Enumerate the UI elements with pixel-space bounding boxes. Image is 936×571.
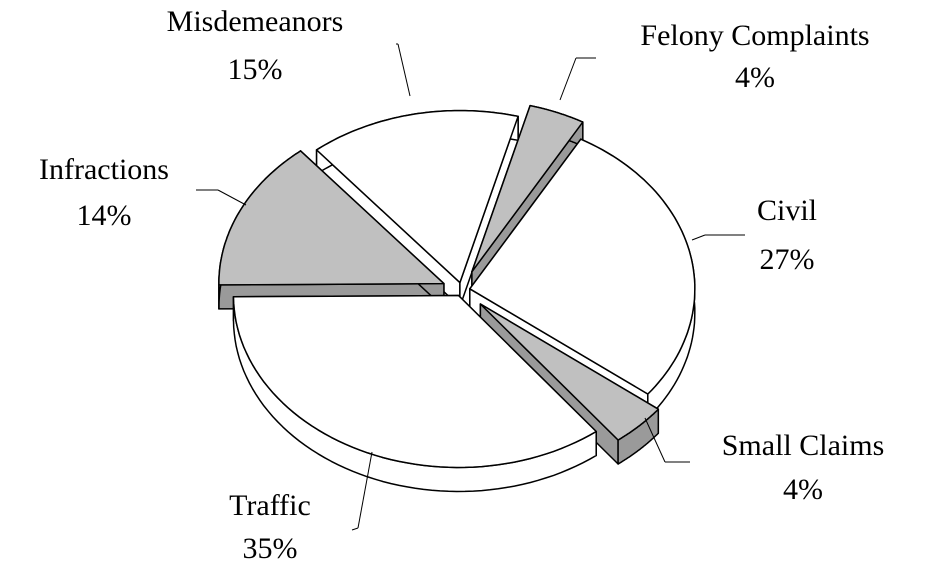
leader-line	[691, 234, 706, 241]
slice-label: Misdemeanors	[167, 5, 344, 38]
slice	[218, 150, 445, 286]
slice-label: Civil	[757, 194, 817, 227]
slice-value-label: 4%	[783, 473, 823, 506]
leader-line	[644, 417, 666, 463]
slice	[479, 303, 660, 441]
slice	[315, 109, 519, 284]
slice-value-label: 4%	[735, 61, 775, 94]
leader-line	[559, 57, 577, 101]
slice	[232, 294, 597, 469]
slice-label: Infractions	[39, 153, 169, 186]
slice-value-label: 35%	[243, 532, 298, 565]
slice	[471, 104, 584, 273]
leader-line	[217, 189, 247, 206]
slice-label: Small Claims	[722, 429, 885, 462]
slice-value-label: 27%	[760, 243, 815, 276]
slice-value-label: 15%	[228, 53, 283, 86]
slice-label: Felony Complaints	[640, 19, 869, 52]
slice-value-label: 14%	[77, 199, 132, 232]
leader-line	[397, 43, 411, 97]
leader-line	[351, 527, 359, 531]
slice-label: Traffic	[229, 489, 311, 522]
slice	[469, 138, 696, 395]
slice	[232, 294, 597, 493]
leader-line	[357, 451, 373, 529]
